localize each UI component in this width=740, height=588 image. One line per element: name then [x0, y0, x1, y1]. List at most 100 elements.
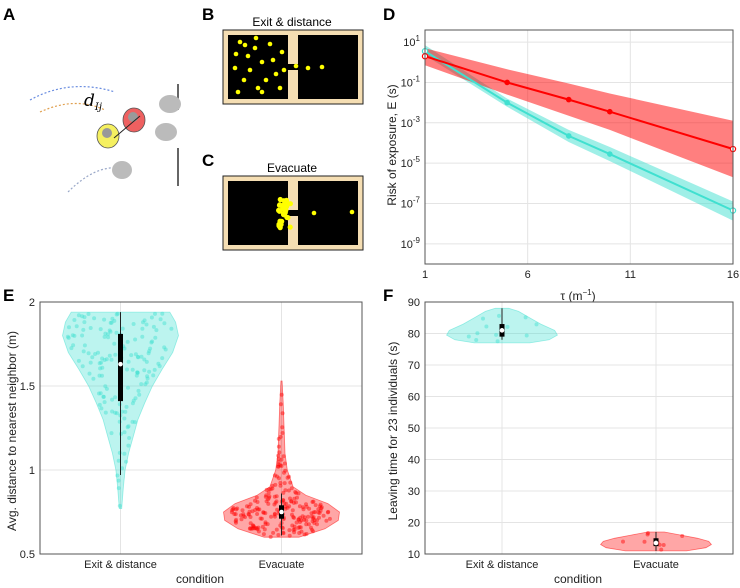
agent-dot — [252, 45, 258, 51]
violin-point — [99, 360, 104, 365]
violin-point — [263, 511, 268, 516]
violin-point — [271, 530, 276, 535]
violin-point — [147, 369, 152, 374]
chart-e-frame — [39, 301, 363, 555]
agent-dot — [276, 207, 282, 213]
agent-dot — [232, 65, 238, 71]
violin-point — [99, 406, 104, 411]
violin-point — [297, 525, 302, 530]
violin-body — [223, 380, 340, 538]
agent-dot — [233, 51, 239, 57]
violin-point — [247, 526, 252, 531]
violin-point — [142, 357, 147, 362]
violin-point — [130, 367, 135, 372]
chart-ytick-label: 90 — [408, 297, 420, 309]
violin-point — [100, 356, 105, 361]
violin-point — [262, 527, 267, 532]
violin-point — [505, 324, 510, 329]
violin-point — [277, 450, 282, 455]
chart-d-xtick-label: 1 — [422, 269, 428, 281]
violin-point — [151, 373, 156, 378]
violin-point — [276, 444, 281, 449]
violin-point — [263, 520, 268, 525]
violin-point — [256, 525, 261, 530]
violin-point — [266, 490, 271, 495]
violin-point — [65, 334, 70, 339]
violin-point — [304, 518, 309, 523]
violin-point — [494, 332, 499, 337]
violin-point — [160, 356, 165, 361]
agent-dot — [284, 214, 290, 220]
violin-point — [283, 504, 288, 509]
violin-point — [304, 504, 309, 509]
violin-point — [247, 509, 252, 514]
violin-point — [103, 410, 108, 415]
violin-point — [276, 436, 281, 441]
violin-point — [255, 500, 260, 504]
violin-point — [291, 515, 296, 519]
violin-point — [70, 333, 75, 338]
violin-point — [318, 502, 323, 507]
violin-point — [93, 352, 98, 356]
chart-e: Avg. distance to nearest neighbor (m) co… — [5, 297, 363, 586]
violin-point — [282, 501, 287, 506]
violin-point — [102, 334, 107, 339]
violin-point — [130, 401, 135, 406]
violin-point — [293, 490, 298, 494]
agent-dot — [277, 202, 283, 208]
violin-point — [87, 371, 92, 376]
chart-ytick-label: 50 — [408, 423, 420, 435]
agent-dot — [241, 77, 247, 83]
violin-point — [134, 373, 139, 378]
chart-ytick-label: 80 — [408, 329, 420, 341]
violin-point — [248, 526, 253, 531]
violin-point — [495, 339, 500, 344]
violin-point — [140, 334, 145, 339]
violin-point — [276, 453, 281, 458]
violin-point — [97, 373, 102, 378]
violin-point — [316, 507, 321, 512]
gray-mouse-icon — [155, 123, 177, 141]
trajectory-gray-dashed — [67, 167, 121, 193]
violin-point — [315, 522, 319, 527]
violin-point — [276, 464, 281, 469]
violin-point — [92, 316, 97, 321]
violin-point — [268, 487, 273, 492]
violin-point — [102, 317, 107, 322]
panel-label-c: C — [202, 151, 214, 170]
violin-point — [122, 346, 127, 351]
violin-point — [297, 531, 302, 535]
violin-point — [154, 328, 159, 333]
chart-xtick-label: Evacuate — [259, 559, 305, 571]
violin-point — [91, 376, 96, 381]
chart-d-ytick-label: 10-7 — [401, 195, 421, 210]
violin-point — [310, 519, 315, 524]
violin-point — [86, 312, 91, 316]
violin-point — [239, 517, 244, 522]
violin-point — [287, 533, 292, 538]
violin-point — [145, 376, 150, 381]
chart-d-frame — [424, 29, 734, 265]
violin-point — [309, 514, 314, 519]
violin-point — [116, 458, 121, 463]
agent-dot — [277, 85, 283, 91]
violin-point — [659, 547, 664, 552]
violin-point — [318, 508, 323, 513]
violin-point — [131, 322, 136, 326]
violin-point — [71, 343, 76, 348]
violin-point — [133, 337, 138, 342]
violin-point — [157, 364, 162, 369]
violin-point — [232, 512, 237, 516]
agent-dot — [287, 224, 293, 230]
chart-d-point — [504, 79, 510, 86]
violin-point — [267, 495, 272, 500]
violin-point — [249, 526, 254, 531]
violin-point — [248, 502, 253, 507]
violin-point — [156, 361, 161, 366]
violin-point — [162, 321, 167, 326]
violin-point — [136, 388, 141, 393]
violin-point — [261, 532, 266, 537]
violin-point — [283, 488, 288, 493]
agent-dot — [273, 71, 279, 77]
